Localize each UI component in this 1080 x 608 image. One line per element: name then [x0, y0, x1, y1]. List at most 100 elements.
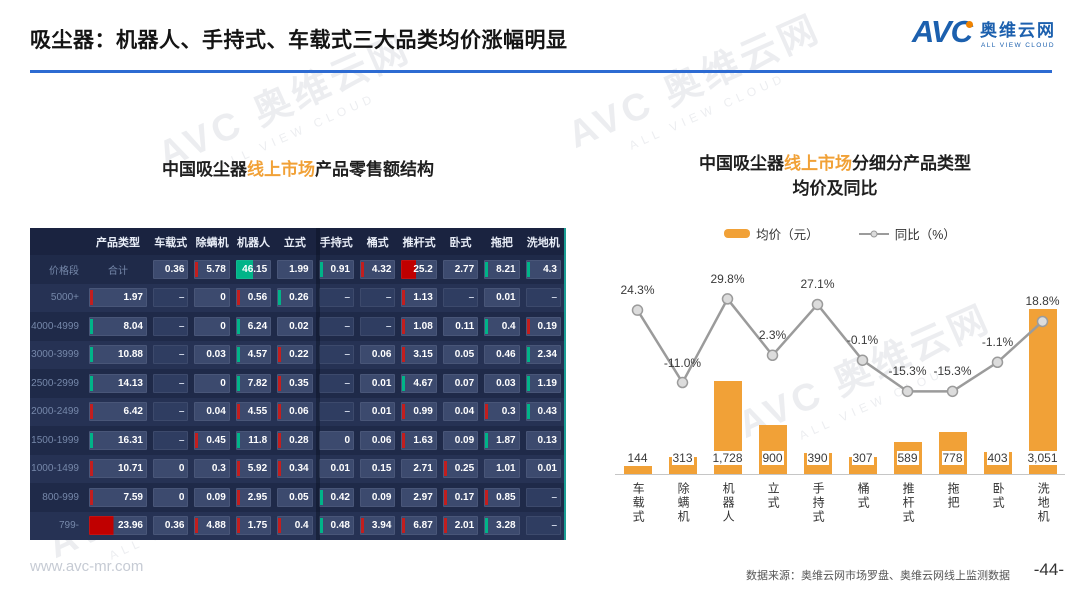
- table-cell: 0.06: [274, 397, 316, 426]
- yoy-value-label: -15.3%: [933, 364, 972, 379]
- avc-logo-en: ALL VIEW CLOUD: [981, 41, 1055, 49]
- table-value: –: [153, 402, 189, 422]
- table-value: 0.13: [525, 430, 561, 450]
- table-cell: –: [357, 283, 399, 312]
- table-cell: 10.71: [86, 454, 150, 483]
- table-cell: 2.97: [398, 483, 440, 512]
- price-structure-table: 产品类型 车载式 除螨机 机器人 立式 手持式 桶式 推杆式 卧式 拖把 洗地机 价格段 合计 0.36 5…: [30, 228, 566, 540]
- table-cell: 0.36: [150, 511, 192, 540]
- yoy-value-label: -0.1%: [846, 333, 879, 348]
- bar-value-label: 900: [761, 451, 784, 465]
- table-cell: 1.63: [398, 426, 440, 455]
- table-cell: 0: [150, 454, 192, 483]
- table-col-header: 推杆式: [398, 228, 440, 255]
- table-cell: 0.43: [522, 397, 564, 426]
- table-cell: 0.01: [357, 369, 399, 398]
- table-cell: –: [522, 483, 564, 512]
- table-value: 0.06: [360, 345, 396, 365]
- table-cell: 0.26: [274, 283, 316, 312]
- table-value: 7.82: [235, 373, 272, 393]
- table-row-label: 4000-4999: [30, 312, 86, 341]
- table-value: 0.07: [442, 373, 479, 393]
- table-value: 0.26: [277, 288, 313, 308]
- yoy-line: [631, 293, 1049, 398]
- table-cell: 0.36: [150, 255, 192, 284]
- table-cell: 0.48: [315, 511, 357, 540]
- table-corner: [30, 228, 86, 255]
- table-cell: 0.13: [522, 426, 564, 455]
- table-cell: 25.2: [398, 255, 440, 284]
- yoy-point: [676, 376, 689, 389]
- table-value: 5.92: [235, 459, 272, 479]
- table-value: 2.71: [401, 459, 437, 479]
- yoy-point: [721, 293, 734, 305]
- line-legend-swatch: [858, 230, 889, 237]
- table-value: 25.2: [401, 259, 437, 279]
- table-cell: 0.09: [357, 483, 399, 512]
- avc-logo-text: AVC: [911, 14, 974, 49]
- table-cell: –: [315, 312, 357, 341]
- table-cell: 8.04: [86, 312, 150, 341]
- table-value: 0.01: [318, 459, 354, 479]
- bar-value-label: 144: [626, 451, 649, 465]
- category-label: 机器人: [705, 482, 750, 524]
- table-value: 0.01: [360, 373, 396, 393]
- table-cell: 4.57: [232, 340, 275, 369]
- table-cell: 3.15: [398, 340, 440, 369]
- table-cell: 7.82: [232, 369, 275, 398]
- table-value: 0.36: [153, 516, 189, 536]
- table-cell: 0: [191, 369, 233, 398]
- table-value: –: [318, 316, 354, 336]
- category-label-text: 洗地机: [1036, 482, 1051, 524]
- table-value: 8.21: [484, 259, 520, 279]
- avc-logo-cn: 奥维云网: [980, 20, 1056, 40]
- table-cell: 7.59: [86, 483, 150, 512]
- table-cell: 0.01: [522, 454, 564, 483]
- table-cell: 0.07: [439, 369, 482, 398]
- table-value: –: [360, 316, 396, 336]
- category-label: 桶式: [840, 482, 885, 510]
- table-value: 0: [153, 487, 189, 507]
- table-value: 0.09: [360, 487, 396, 507]
- table-row-label: 800-999: [30, 483, 86, 512]
- yoy-value-label: 18.8%: [1025, 294, 1060, 309]
- yoy-value-label: -15.3%: [888, 364, 927, 379]
- table-cell: 0.09: [191, 483, 233, 512]
- table-value: 0.22: [277, 345, 313, 365]
- table-value: 4.55: [235, 402, 272, 422]
- table-cell: 0.03: [481, 369, 523, 398]
- table-cell: 0.09: [439, 426, 482, 455]
- table-cell: 0.01: [357, 397, 399, 426]
- avg-price-chart: 144 313 1,728 900 390 307 589 778 403 3,051 24.3% -…: [615, 250, 1065, 547]
- table-cell: 0.25: [439, 454, 482, 483]
- table-value: –: [525, 487, 561, 507]
- table-value: –: [318, 373, 354, 393]
- table-value: 0.19: [525, 316, 561, 336]
- table-value: –: [153, 316, 189, 336]
- table-row-label: 3000-3999: [30, 340, 86, 369]
- page-number: -44-: [1033, 560, 1064, 579]
- table-cell: –: [522, 511, 564, 540]
- category-label-text: 桶式: [856, 482, 871, 510]
- yoy-point: [901, 385, 914, 398]
- table-cell: 1.97: [86, 283, 150, 312]
- website-url: www.avc-mr.com: [30, 558, 144, 575]
- table-cell: –: [150, 340, 192, 369]
- table-value: 16.31: [89, 430, 147, 450]
- data-source: 数据来源：奥维云网市场罗盘、奥维云网线上监测数据: [746, 570, 1010, 582]
- table-row-label: 799-: [30, 511, 86, 540]
- table-value: 0.34: [277, 459, 313, 479]
- table-value: 1.08: [401, 316, 437, 336]
- table-value: 0.3: [484, 402, 520, 422]
- table-value: 3.28: [484, 516, 520, 536]
- table-cell: 0.02: [274, 312, 316, 341]
- table-value: 0.05: [277, 487, 313, 507]
- bar-value-label: 403: [986, 451, 1009, 465]
- table-value: 0.15: [360, 459, 396, 479]
- table-cell: 1.19: [522, 369, 564, 398]
- header-divider: [30, 70, 1052, 73]
- avc-logo: AVC 奥维云网 ALL VIEW CLOUD: [912, 14, 1056, 50]
- table-value: 4.57: [235, 345, 272, 365]
- bar-value-label: 778: [941, 451, 964, 465]
- bar-立式: [758, 425, 787, 474]
